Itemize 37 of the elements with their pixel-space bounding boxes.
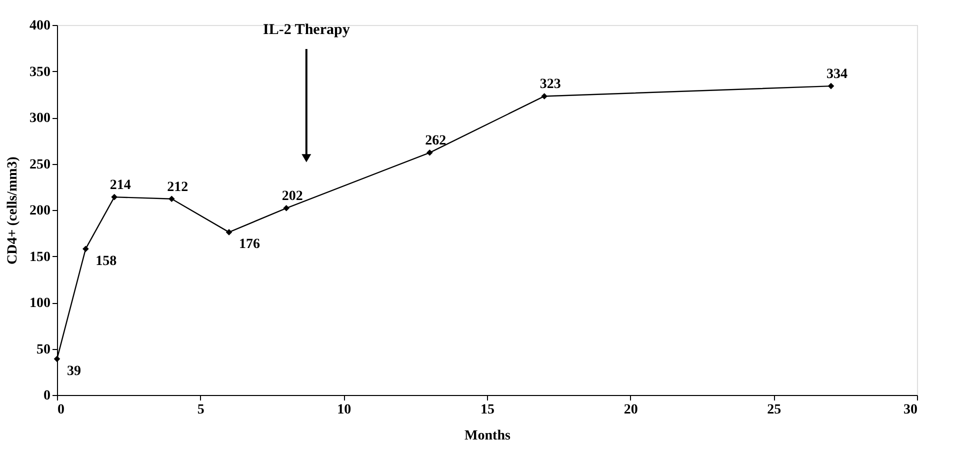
annotation: IL-2 Therapy xyxy=(262,22,350,38)
y-tick-label: 250 xyxy=(30,157,50,172)
data-label: 262 xyxy=(425,134,446,149)
point xyxy=(82,246,89,252)
x-tick-label: 15 xyxy=(480,402,494,418)
y-tick-label: 200 xyxy=(30,204,50,218)
point xyxy=(111,194,118,200)
x-tick-label: 0 xyxy=(58,402,64,418)
point xyxy=(541,93,548,100)
point xyxy=(168,196,175,202)
y-tick-label: 50 xyxy=(36,342,50,358)
x-tick-label: 25 xyxy=(767,402,782,418)
x-axis-title: Months xyxy=(464,428,511,444)
x-tick-label: 5 xyxy=(197,402,204,418)
point xyxy=(828,82,834,90)
x-tick-label: 20 xyxy=(624,402,638,418)
data-label: 176 xyxy=(239,237,260,252)
y-tick-label: 0 xyxy=(44,388,50,404)
data-label: 214 xyxy=(110,178,131,194)
y-tick-label: 150 xyxy=(30,250,50,265)
x-tick-label: 30 xyxy=(904,402,918,418)
data-label: 39 xyxy=(67,364,81,379)
data-label: 334 xyxy=(826,67,848,82)
y-tick-label: 100 xyxy=(30,296,50,311)
data-label: 158 xyxy=(96,254,117,269)
y-axis-title: CD4+ (cells/mm3) xyxy=(6,156,20,264)
y-tick-label: 350 xyxy=(30,64,50,80)
y-tick-label: 300 xyxy=(30,111,50,126)
data-label: 323 xyxy=(540,77,561,92)
point xyxy=(226,229,232,236)
point xyxy=(426,149,433,156)
point xyxy=(283,204,290,212)
point xyxy=(54,356,60,362)
data-label: 202 xyxy=(282,189,303,204)
y-tick-label: 400 xyxy=(30,18,50,34)
x-tick-label: 10 xyxy=(337,402,352,418)
data-label: 212 xyxy=(167,180,188,195)
